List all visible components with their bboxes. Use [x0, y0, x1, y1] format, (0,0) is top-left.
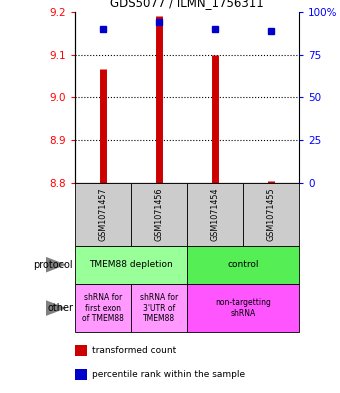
Text: transformed count: transformed count — [91, 346, 176, 355]
Bar — [75, 183, 131, 246]
Polygon shape — [46, 257, 66, 273]
Bar — [75, 345, 87, 356]
Bar — [243, 183, 299, 246]
Bar — [131, 284, 187, 332]
Bar — [75, 246, 187, 284]
Bar — [187, 246, 299, 284]
Text: GSM1071454: GSM1071454 — [210, 187, 220, 241]
Bar — [75, 284, 131, 332]
Text: control: control — [227, 260, 259, 269]
Polygon shape — [46, 300, 66, 316]
Text: non-targetting
shRNA: non-targetting shRNA — [215, 298, 271, 318]
Title: GDS5077 / ILMN_1756311: GDS5077 / ILMN_1756311 — [110, 0, 264, 9]
Bar — [187, 284, 299, 332]
Bar — [131, 183, 187, 246]
Text: TMEM88 depletion: TMEM88 depletion — [89, 260, 173, 269]
Text: GSM1071457: GSM1071457 — [98, 187, 107, 241]
Text: percentile rank within the sample: percentile rank within the sample — [91, 370, 245, 379]
Text: shRNA for
first exon
of TMEM88: shRNA for first exon of TMEM88 — [82, 293, 124, 323]
Bar — [75, 369, 87, 380]
Text: protocol: protocol — [33, 260, 73, 270]
Text: shRNA for
3'UTR of
TMEM88: shRNA for 3'UTR of TMEM88 — [140, 293, 178, 323]
Text: other: other — [47, 303, 73, 313]
Bar — [187, 183, 243, 246]
Text: GSM1071455: GSM1071455 — [267, 187, 276, 241]
Text: GSM1071456: GSM1071456 — [154, 187, 164, 241]
